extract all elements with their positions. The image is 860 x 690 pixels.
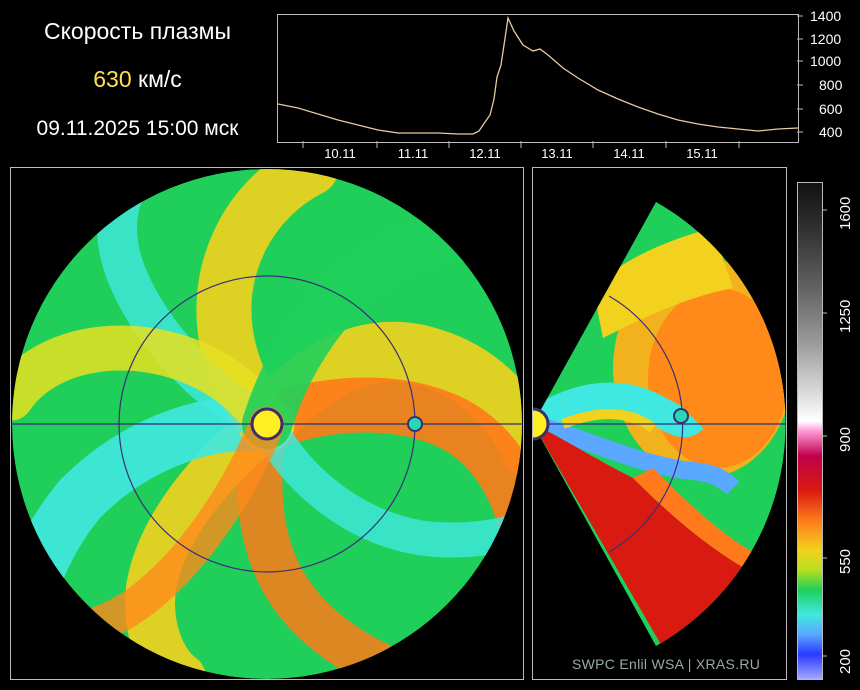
credit-text: SWPC Enlil WSA | XRAS.RU	[572, 656, 761, 672]
speed-unit: км/с	[138, 66, 182, 92]
y-tick-label: 1200	[810, 31, 841, 47]
sun-icon	[250, 407, 284, 441]
panel-title: Скорость плазмы	[43, 18, 231, 44]
colorbar-tick: 1600	[837, 197, 854, 230]
current-speed: 630 км/с	[0, 66, 275, 93]
speed-timeseries-plot	[277, 14, 799, 143]
meridional-plane-view	[532, 167, 787, 680]
timestamp: 09.11.2025 15:00 мск	[36, 117, 239, 140]
colorbar-tick: 1250	[837, 300, 854, 333]
y-tick-label: 1000	[810, 53, 841, 69]
y-tick-label: 400	[819, 124, 843, 140]
y-tick-label: 800	[819, 77, 843, 93]
speed-curve	[278, 15, 798, 135]
x-tick-label: 12.11	[469, 146, 501, 161]
sun-icon	[533, 407, 550, 441]
x-tick-label: 11.11	[398, 146, 429, 161]
y-tick-label: 1400	[810, 8, 841, 24]
earth-icon	[673, 408, 689, 424]
colorbar-tick: 900	[837, 427, 854, 452]
speed-colorbar	[797, 182, 823, 680]
colorbar-labels: 1600 1250 900 550 200	[822, 182, 860, 682]
speed-value: 630	[93, 66, 132, 92]
x-tick-label: 15.11	[686, 146, 718, 161]
x-tick-label: 13.11	[541, 146, 573, 161]
ecliptic-plane-view	[10, 167, 524, 680]
x-tick-label: 10.11	[324, 146, 356, 161]
earth-icon	[407, 416, 423, 432]
colorbar-tick: 200	[837, 649, 854, 674]
colorbar-tick: 550	[837, 549, 854, 574]
timeseries-y-axis: 1400 1200 1000 800 600 400	[797, 8, 860, 148]
y-tick-label: 600	[819, 101, 843, 117]
x-tick-label: 14.11	[613, 146, 645, 161]
timeseries-x-axis: 10.11 11.11 12.11 13.11 14.11 15.11	[277, 141, 797, 163]
